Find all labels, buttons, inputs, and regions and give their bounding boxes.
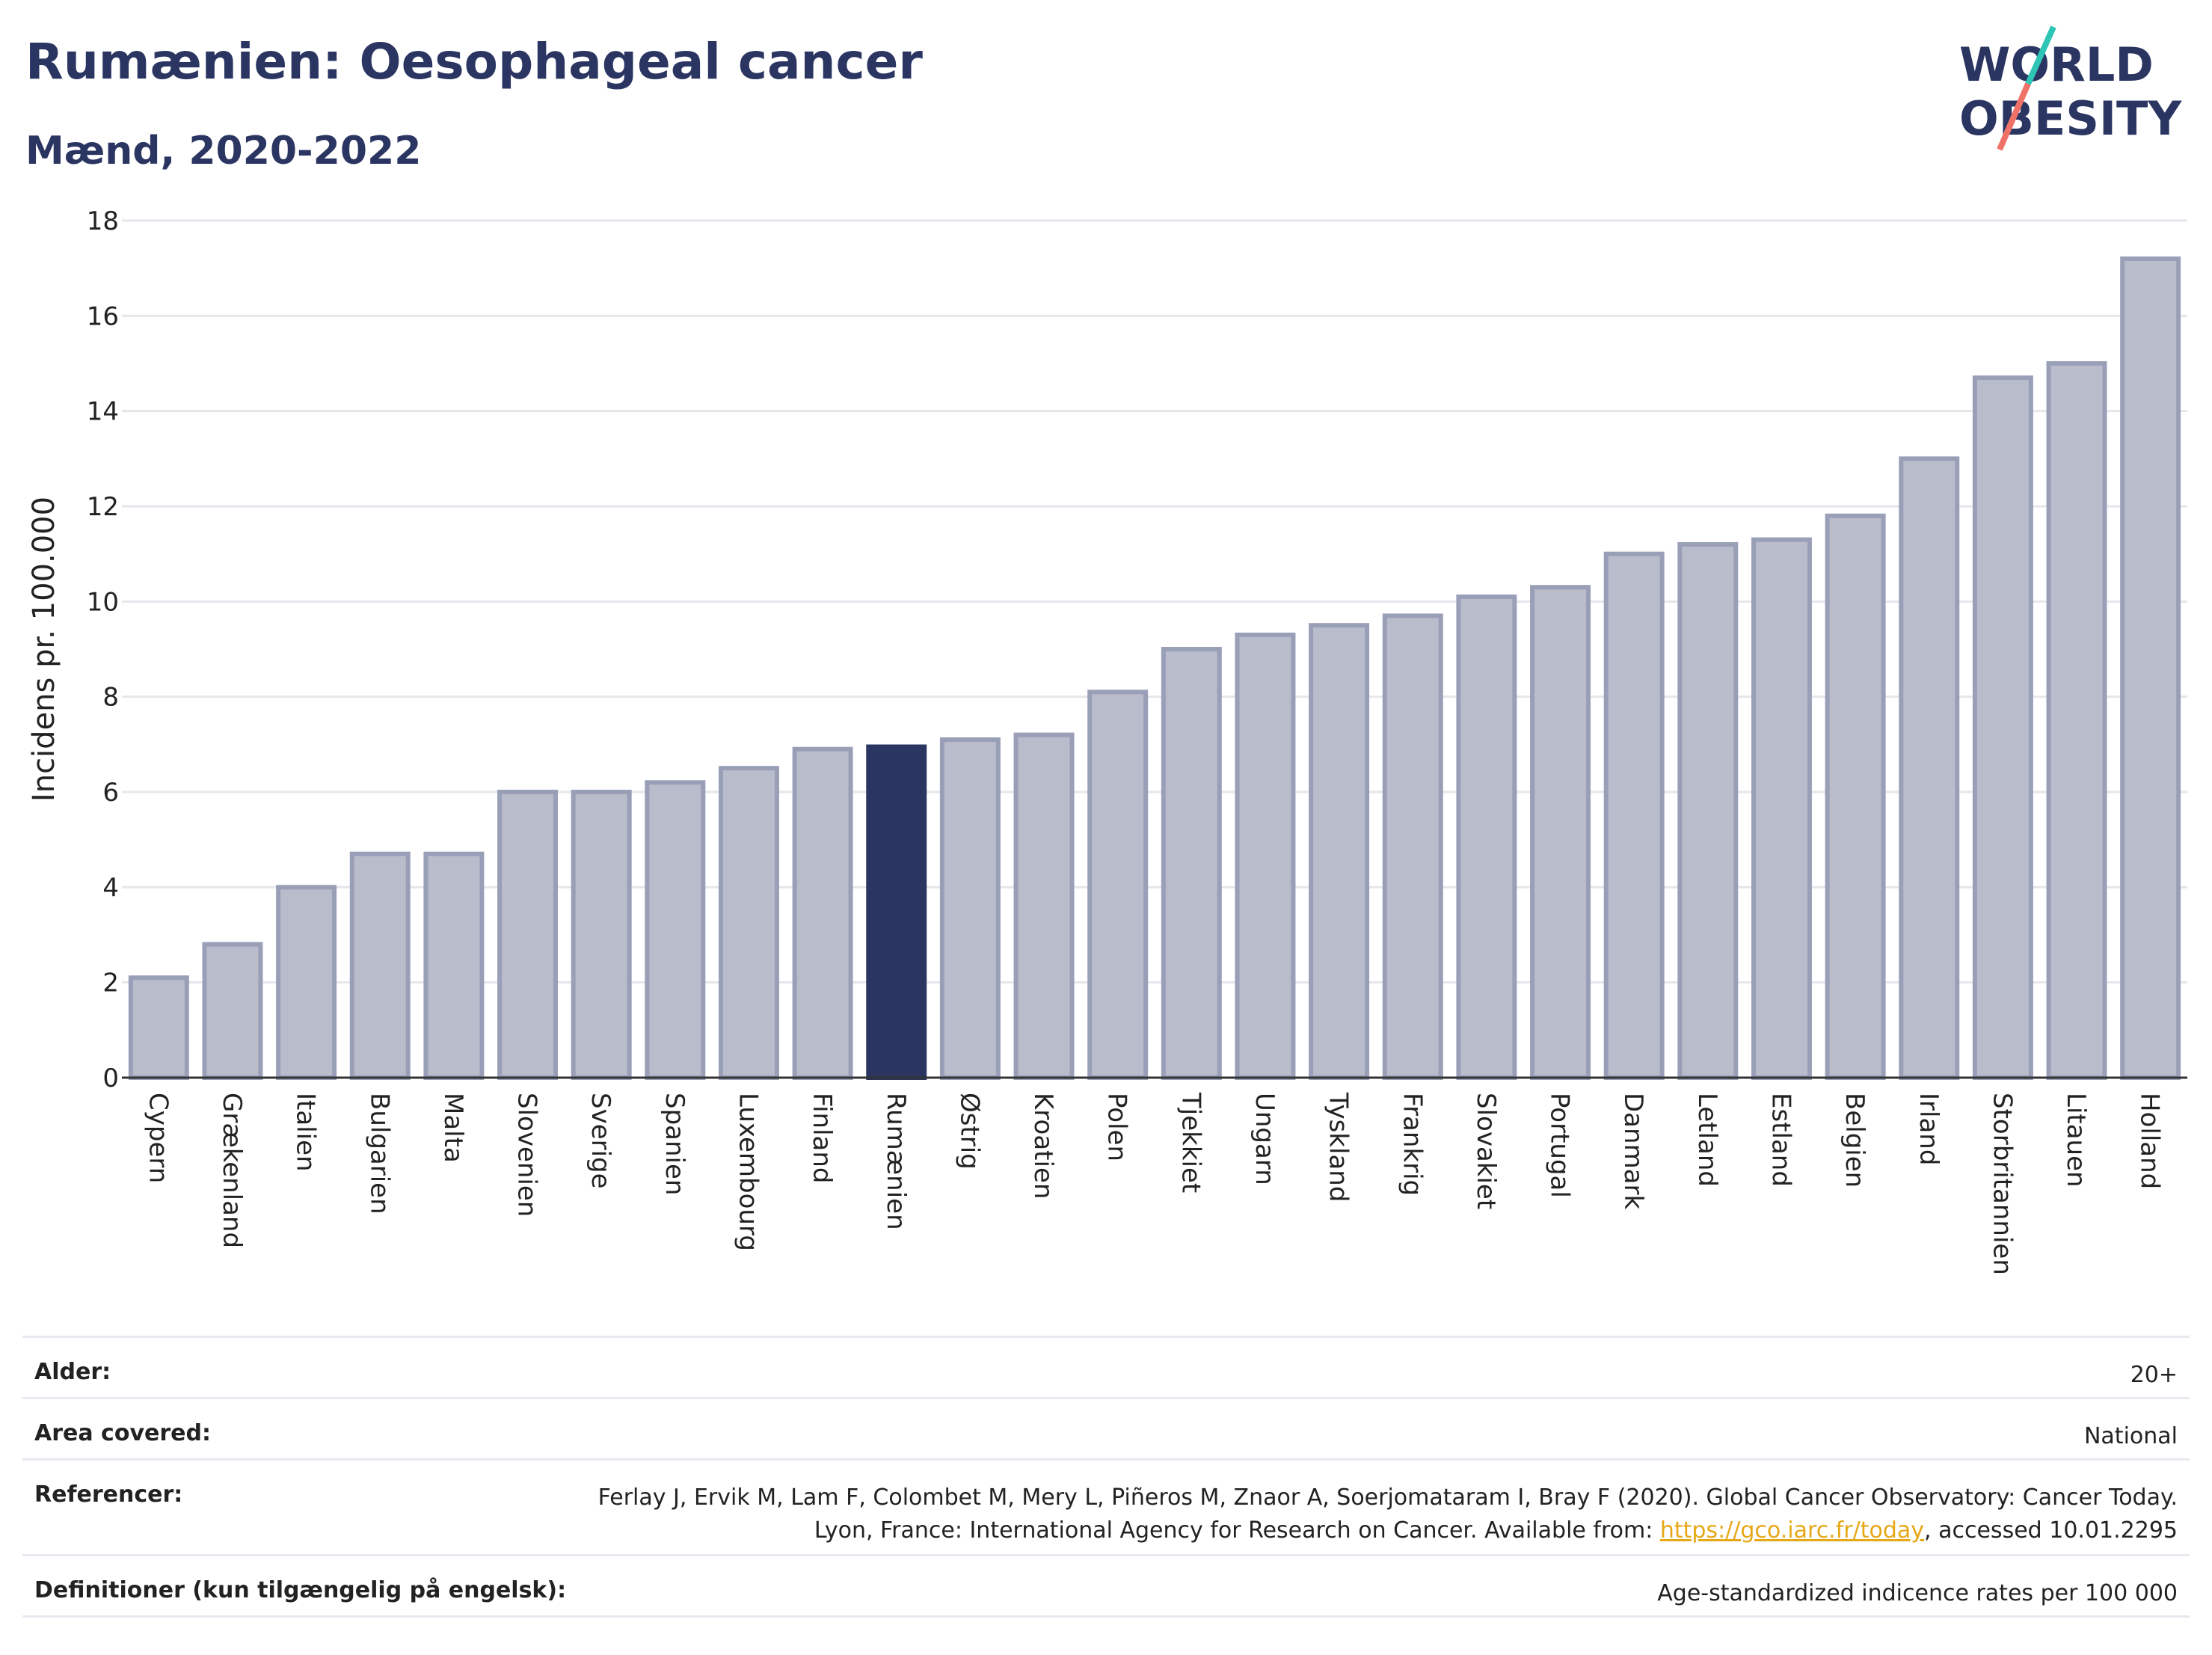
x-tick-label: Luxembourg — [733, 1093, 763, 1251]
references-value: Ferlay J, Ervik M, Lam F, Colombet M, Me… — [562, 1481, 2178, 1547]
y-tick-label: 2 — [102, 968, 119, 998]
bar-spanien — [645, 780, 706, 1081]
x-tick-label: Letland — [1692, 1093, 1722, 1187]
bar-polen — [1087, 690, 1149, 1080]
info-row-area: Area covered: National — [22, 1397, 2190, 1458]
info-row-definitions: Definitioner (kun tilgængelig på engelsk… — [22, 1554, 2190, 1615]
bar-italien — [276, 885, 337, 1081]
bar-frankrig — [1382, 613, 1443, 1080]
x-tick-label: Estland — [1766, 1093, 1795, 1187]
world-obesity-logo: WORLD OBESITY — [1959, 25, 2182, 151]
x-tick-label: Polen — [1102, 1093, 1132, 1161]
bar-bulgarien — [349, 851, 411, 1081]
bar-kroatien — [1013, 732, 1075, 1080]
bar-tjekkiet — [1161, 647, 1222, 1080]
bar-belgien — [1825, 513, 1886, 1080]
bar-holland — [2120, 256, 2181, 1080]
bar-chart: 0 2 4 6 8 10 12 14 16 18 Cypern Grækenland Italien B… — [27, 206, 2187, 1275]
bar-storbritannien — [1972, 375, 2033, 1081]
x-tick-label: Spanien — [660, 1093, 689, 1195]
logo-accent-coral — [1997, 82, 2031, 151]
info-row-references: Referencer: Ferlay J, Ervik M, Lam F, Co… — [22, 1458, 2190, 1554]
references-accessed: , accessed 10.01.2295 — [1924, 1517, 2178, 1544]
references-text: Ferlay J, Ervik M, Lam F, Colombet M, Me… — [597, 1484, 2178, 1544]
logo-line1: WORLD — [1959, 37, 2154, 92]
bar-slovakiet — [1456, 594, 1517, 1080]
bar-estland — [1751, 537, 1812, 1080]
definitions-label: Definitioner (kun tilgængelig på engelsk… — [34, 1577, 567, 1603]
x-tick-label: Italien — [291, 1093, 321, 1172]
x-tick-label: Portugal — [1545, 1093, 1575, 1198]
bar-slovenien — [497, 790, 559, 1080]
bar-tyskland — [1309, 623, 1370, 1080]
bar-sverige — [571, 790, 632, 1080]
x-tick-label: Holland — [2135, 1093, 2165, 1189]
bar-luxembourg — [718, 766, 779, 1080]
info-row-age: Alder: 20+ — [22, 1336, 2190, 1397]
chart-subtitle: Mænd, 2020-2022 — [25, 129, 422, 174]
x-tick-label: Malta — [438, 1093, 468, 1163]
x-tick-label: Irland — [1914, 1093, 1944, 1165]
references-link[interactable]: https://gco.iarc.fr/today — [1659, 1517, 1925, 1544]
x-axis-labels: Cypern Grækenland Italien Bulgarien Malta Slo… — [143, 1092, 2164, 1275]
area-label: Area covered: — [34, 1420, 211, 1446]
y-tick-label: 10 — [87, 587, 119, 617]
x-tick-label: Slovakiet — [1471, 1093, 1501, 1209]
x-tick-label: Cypern — [143, 1093, 173, 1183]
bar-østrig — [939, 737, 1001, 1080]
chart-title: Rumænien: Oesophageal cancer — [25, 33, 923, 90]
info-table: Alder: 20+ Area covered: National Refere… — [22, 1336, 2190, 1618]
x-tick-label: Grækenland — [217, 1093, 247, 1248]
y-tick-label: 12 — [87, 492, 119, 522]
bar-irland — [1899, 456, 1960, 1080]
bar-litauen — [2046, 361, 2107, 1080]
area-value: National — [2083, 1423, 2178, 1449]
bar-rumænien — [866, 744, 927, 1080]
x-tick-label: Kroatien — [1028, 1093, 1058, 1199]
bar-cypern — [128, 975, 189, 1081]
references-label: Referencer: — [34, 1481, 183, 1508]
y-tick-label: 14 — [87, 397, 119, 427]
x-tick-label: Tjekkiet — [1176, 1092, 1205, 1193]
y-axis-ticks: 0 2 4 6 8 10 12 14 16 18 — [87, 206, 119, 1093]
x-tick-label: Frankrig — [1397, 1093, 1427, 1196]
y-tick-label: 0 — [102, 1063, 119, 1093]
bar-grækenland — [202, 942, 263, 1080]
bars — [128, 256, 2181, 1081]
x-tick-label: Belgien — [1840, 1093, 1870, 1188]
x-tick-label: Østrig — [954, 1093, 984, 1170]
bar-finland — [792, 746, 853, 1080]
x-tick-label: Tyskland — [1324, 1092, 1354, 1202]
x-tick-label: Storbritannien — [1987, 1093, 2017, 1275]
x-tick-label: Danmark — [1618, 1093, 1648, 1209]
y-tick-label: 8 — [102, 683, 119, 713]
bar-portugal — [1530, 585, 1591, 1080]
bar-malta — [423, 851, 485, 1081]
x-tick-label: Bulgarien — [364, 1093, 394, 1215]
age-value: 20+ — [2130, 1362, 2178, 1388]
bar-letland — [1677, 541, 1739, 1080]
x-tick-label: Rumænien — [881, 1093, 911, 1230]
x-tick-label: Litauen — [2061, 1093, 2091, 1188]
bar-danmark — [1603, 551, 1665, 1080]
y-tick-label: 4 — [102, 873, 119, 903]
x-tick-label: Slovenien — [512, 1093, 542, 1217]
bar-ungarn — [1235, 632, 1296, 1080]
y-tick-label: 18 — [87, 206, 119, 236]
logo-line2: OBESITY — [1959, 91, 2182, 146]
y-tick-label: 6 — [102, 778, 119, 808]
age-label: Alder: — [34, 1359, 111, 1385]
x-tick-label: Finland — [807, 1093, 837, 1184]
definitions-value: Age-standardized indicence rates per 100… — [1657, 1580, 2178, 1606]
y-axis-label: Incidens pr. 100.000 — [27, 497, 61, 802]
x-tick-label: Sverige — [586, 1093, 615, 1189]
x-tick-label: Ungarn — [1250, 1093, 1279, 1185]
logo-accent-teal — [2025, 25, 2056, 85]
y-tick-label: 16 — [87, 301, 119, 331]
